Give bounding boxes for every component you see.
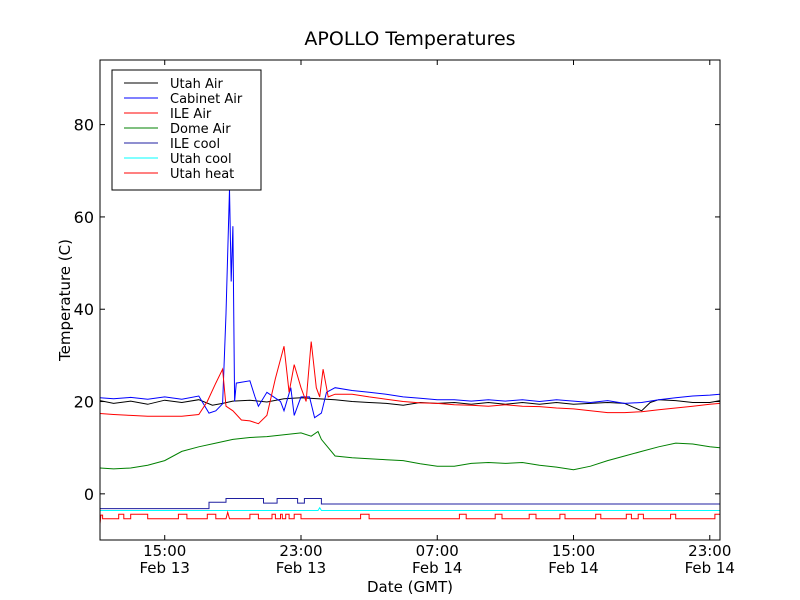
chart-title: APOLLO Temperatures bbox=[304, 28, 515, 50]
series-line-cabinet-air bbox=[100, 189, 720, 419]
x-tick-label-time: 15:00 bbox=[552, 542, 595, 560]
x-tick-label-time: 15:00 bbox=[143, 542, 186, 560]
legend-box bbox=[111, 69, 262, 191]
x-tick-label-time: 23:00 bbox=[688, 542, 731, 560]
x-tick-label-date: Feb 14 bbox=[412, 559, 462, 577]
y-tick-label: 20 bbox=[74, 393, 94, 412]
series-line-dome-air bbox=[100, 430, 720, 471]
y-tick-label: 40 bbox=[74, 300, 94, 319]
legend-label: Utah Air bbox=[170, 77, 223, 92]
x-tick-label-date: Feb 14 bbox=[685, 559, 735, 577]
x-tick-label-date: Feb 13 bbox=[140, 559, 190, 577]
series-line-ile-air bbox=[100, 341, 720, 425]
x-tick-label-date: Feb 14 bbox=[548, 559, 598, 577]
x-tick-label-date: Feb 13 bbox=[276, 559, 326, 577]
plot-frame bbox=[99, 59, 721, 541]
series-line-utah-air bbox=[100, 397, 720, 412]
legend-label: Utah cool bbox=[170, 152, 232, 167]
legend-label: ILE Air bbox=[170, 107, 212, 122]
y-axis-label: Temperature (C) bbox=[56, 239, 74, 362]
legend-label: Utah heat bbox=[170, 167, 234, 182]
y-tick-label: 0 bbox=[84, 485, 94, 504]
series-line-utah-cool bbox=[100, 506, 720, 511]
y-tick-label: 80 bbox=[74, 116, 94, 135]
x-tick-label-time: 23:00 bbox=[279, 542, 322, 560]
series-line-utah-heat bbox=[100, 510, 720, 524]
legend-label: ILE cool bbox=[170, 137, 220, 152]
legend-label: Cabinet Air bbox=[170, 92, 243, 107]
y-tick-label: 60 bbox=[74, 208, 94, 227]
series-line-ile-cool bbox=[100, 498, 720, 510]
legend-label: Dome Air bbox=[170, 122, 231, 137]
series-layer bbox=[100, 189, 720, 524]
x-tick-label-time: 07:00 bbox=[416, 542, 459, 560]
x-axis-label: Date (GMT) bbox=[367, 578, 453, 596]
